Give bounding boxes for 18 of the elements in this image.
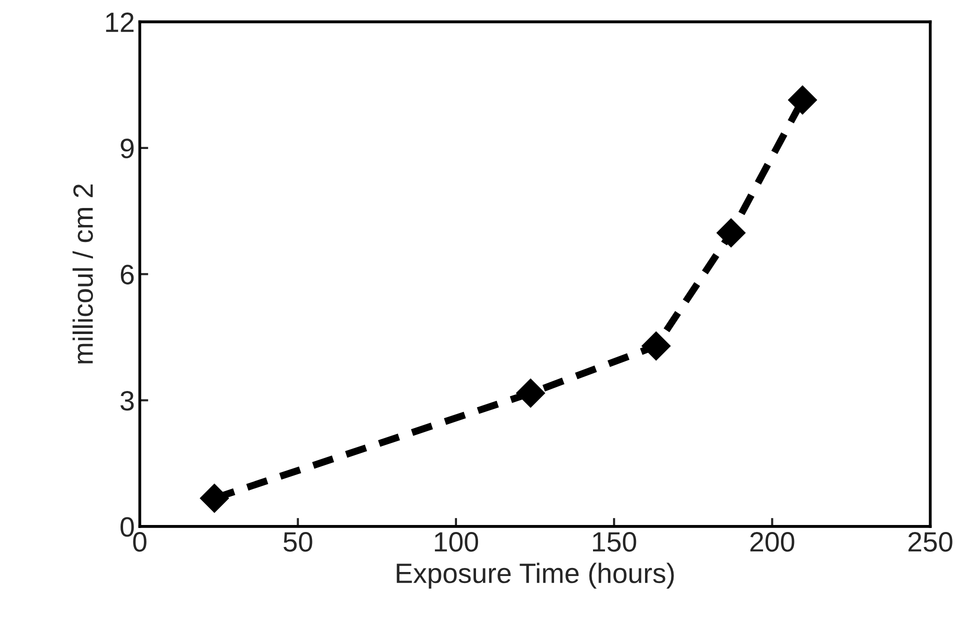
y-tick-label: 3: [120, 390, 134, 411]
point: [516, 378, 546, 408]
x-tick-label: 50: [284, 532, 312, 552]
y-tick-label: 12: [106, 12, 134, 32]
point: [716, 218, 746, 248]
y-axis-title: millicoul / cm 2: [72, 184, 93, 364]
x-tick-label: 250: [908, 532, 952, 552]
point: [200, 484, 229, 513]
y-tick-label: 6: [120, 264, 134, 284]
x-tick-label: 0: [133, 532, 146, 552]
point: [642, 332, 671, 360]
x-axis-title: Exposure Time (hours): [396, 562, 674, 589]
x-tick-label: 200: [750, 532, 794, 552]
x-tick-label: 150: [593, 532, 636, 552]
y-tick-label: 0: [120, 517, 134, 537]
y-tick-label: 9: [120, 138, 134, 158]
point: [788, 86, 817, 114]
x-tick-label: 100: [434, 532, 478, 552]
